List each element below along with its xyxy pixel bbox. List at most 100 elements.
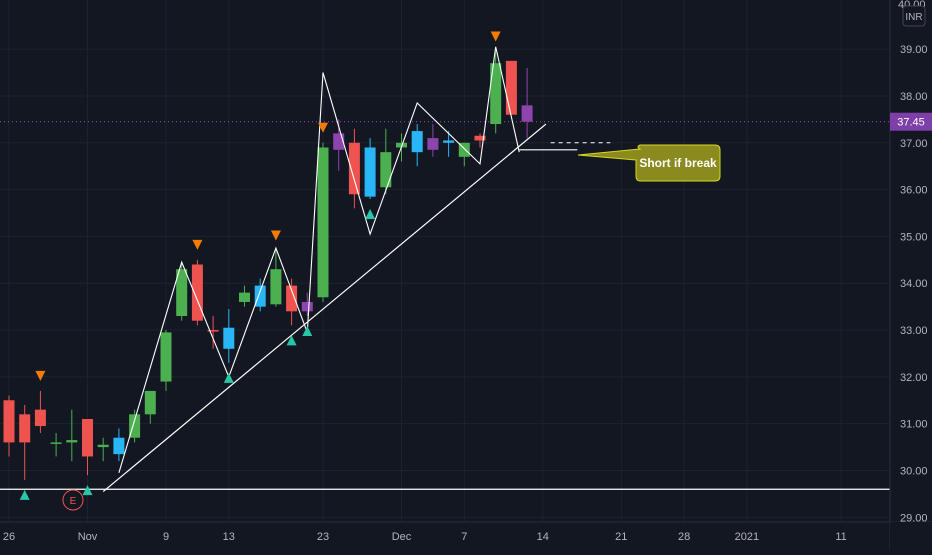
- candle: [474, 133, 486, 148]
- candles: [3, 51, 533, 480]
- candle: [317, 142, 329, 302]
- pivot-markers: [19, 31, 501, 500]
- candle: [411, 124, 423, 167]
- candle-body: [191, 264, 203, 321]
- time-tick-label: 26: [3, 531, 15, 543]
- time-axis-ticks: 26 Nov 9 13 23 Dec 7 14 21 28 2021 11: [3, 531, 847, 543]
- candle: [191, 259, 203, 326]
- candle-body: [474, 135, 486, 141]
- candle: [207, 316, 219, 349]
- candle-body: [34, 409, 46, 427]
- candle: [254, 278, 266, 312]
- pivot-high-triangle: [318, 122, 328, 133]
- time-tick-label: 2021: [735, 531, 759, 543]
- price-tick-label: 29.00: [900, 512, 928, 524]
- candle-body: [348, 142, 360, 195]
- candle-body: [97, 444, 109, 448]
- candle-body: [19, 414, 31, 443]
- candle-body: [82, 419, 93, 457]
- pivot-low-triangle: [19, 489, 30, 500]
- callout-text: Short if break: [639, 156, 717, 170]
- pivot-high-triangle: [192, 239, 203, 250]
- pivot-high-triangle: [270, 230, 281, 241]
- candle: [113, 428, 125, 462]
- candle-body: [254, 285, 266, 307]
- candle: [3, 395, 15, 457]
- candle-body: [239, 292, 250, 302]
- price-axis[interactable]: 29.00 30.00 31.00 32.00 33.00 34.00 35.00 36.00…: [889, 0, 932, 550]
- candle-body: [317, 147, 329, 298]
- pivot-low-triangle: [286, 335, 297, 346]
- candle: [458, 142, 470, 167]
- currency-label: INR: [905, 12, 922, 23]
- candle-body: [50, 442, 62, 444]
- pivot-low-triangle: [223, 372, 234, 383]
- time-tick-label: 14: [537, 531, 549, 543]
- time-tick-label: 13: [223, 531, 235, 543]
- price-tick-label: 38.00: [900, 91, 928, 103]
- candle-body: [3, 400, 15, 443]
- price-tick-label: 37.00: [900, 138, 928, 150]
- candle: [144, 390, 156, 424]
- candle: [301, 292, 313, 317]
- candle-body: [223, 327, 235, 349]
- time-tick-label: 28: [678, 531, 690, 543]
- zigzag-line: [118, 46, 520, 474]
- pivot-low-triangle: [365, 208, 376, 219]
- time-axis[interactable]: 26 Nov 9 13 23 Dec 7 14 21 28 2021 11: [0, 521, 932, 543]
- candle: [129, 409, 141, 443]
- candle: [521, 67, 533, 139]
- candle-body: [364, 147, 376, 197]
- time-tick-label: 23: [317, 531, 329, 543]
- price-tick-label: 31.00: [900, 419, 928, 431]
- time-tick-label: 7: [461, 531, 467, 543]
- last-price-tag: 37.45: [890, 112, 932, 131]
- candle: [380, 128, 392, 195]
- earnings-marker[interactable]: E: [62, 489, 84, 511]
- candle-body: [443, 140, 455, 143]
- pivot-low-triangle: [82, 485, 93, 496]
- pivot-high-triangle: [490, 31, 501, 42]
- candle-body: [490, 63, 502, 125]
- candle-body: [66, 440, 78, 443]
- candle: [348, 128, 360, 209]
- candle: [82, 419, 93, 476]
- candle-body: [286, 285, 298, 312]
- candle: [364, 138, 376, 199]
- price-tick-label: 30.00: [900, 466, 928, 478]
- horizontal-gridlines: [0, 48, 890, 518]
- candle: [97, 437, 109, 462]
- drawing-lines: [0, 46, 890, 493]
- callout-bubble: [577, 144, 721, 182]
- callout[interactable]: Short if break: [577, 144, 721, 182]
- axis-corner: [890, 522, 932, 550]
- candle: [19, 404, 31, 480]
- price-tick-label: 34.00: [900, 278, 928, 290]
- price-tick-label: 33.00: [900, 325, 928, 337]
- time-tick-label: Dec: [392, 531, 412, 543]
- currency-badge[interactable]: [902, 5, 926, 27]
- candle-body: [144, 390, 156, 415]
- candle-body: [129, 414, 141, 438]
- candle: [286, 278, 298, 326]
- candle-body: [270, 269, 282, 305]
- time-tick-label: 9: [163, 531, 169, 543]
- candle-body: [160, 332, 172, 382]
- candle: [443, 131, 455, 157]
- earnings-letter: E: [70, 496, 77, 507]
- candle-body: [411, 131, 423, 153]
- candle: [239, 285, 250, 307]
- pivot-low-triangle: [302, 326, 313, 337]
- price-tick-label: 32.00: [900, 372, 928, 384]
- candle-body: [505, 60, 517, 115]
- candle-body: [521, 105, 533, 122]
- candle-body: [113, 437, 125, 455]
- time-tick-label: 11: [835, 531, 846, 543]
- price-tick-label: 35.00: [900, 231, 928, 243]
- candle: [505, 60, 517, 115]
- last-price-tag-label: 37.45: [897, 117, 925, 129]
- candle-body: [380, 152, 392, 188]
